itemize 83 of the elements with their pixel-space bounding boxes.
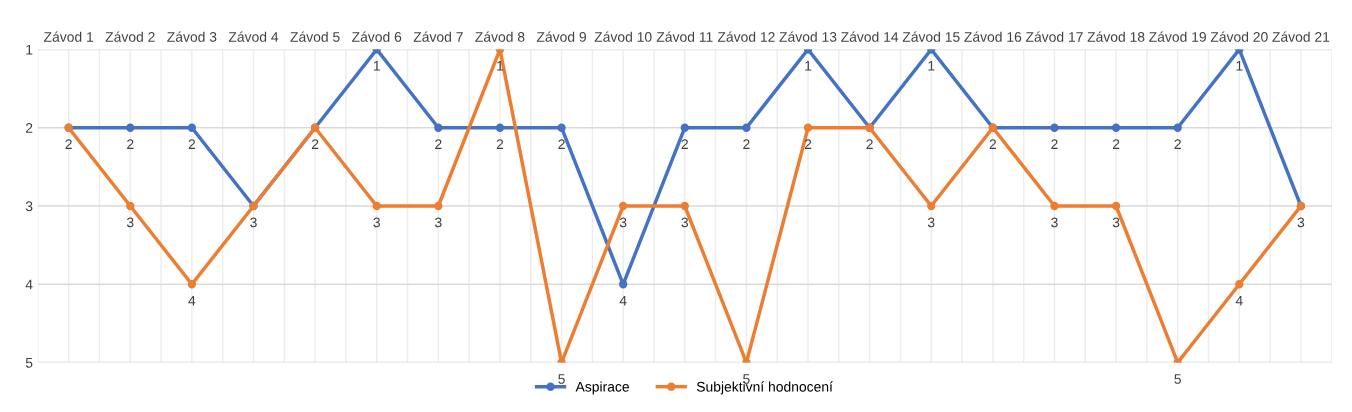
data-label: 3 <box>1051 217 1058 228</box>
x-tick-label: Závod 21 <box>1272 31 1330 42</box>
point <box>187 280 197 289</box>
data-label: 1 <box>805 61 812 71</box>
x-tick-label: Závod 10 <box>594 31 652 42</box>
x-tick-label: Závod 1 <box>44 31 94 42</box>
data-label: 3 <box>927 217 935 228</box>
point <box>1050 123 1059 132</box>
legend-label: Aspirace <box>575 381 629 395</box>
point <box>187 123 197 132</box>
x-tick-label: Závod 17 <box>1025 31 1083 42</box>
point <box>1111 123 1121 132</box>
point <box>1173 123 1182 132</box>
data-label: 2 <box>65 139 72 149</box>
point <box>1111 201 1121 211</box>
data-label: 2 <box>311 139 319 149</box>
point <box>927 201 936 211</box>
y-tick-label: 3 <box>25 201 33 212</box>
data-label: 3 <box>250 217 257 228</box>
x-tick-label: Závod 5 <box>290 31 340 42</box>
x-tick-label: Závod 13 <box>779 31 837 42</box>
data-label: 2 <box>496 139 504 149</box>
point <box>803 123 813 132</box>
y-tick-label: 4 <box>25 279 33 290</box>
data-label: 2 <box>188 139 196 149</box>
data-label: 3 <box>619 217 627 228</box>
x-tick-label: Závod 4 <box>228 31 279 42</box>
data-label: 2 <box>435 139 442 149</box>
y-tick-label: 2 <box>25 123 33 133</box>
point <box>680 201 689 211</box>
x-tick-label: Závod 7 <box>413 31 463 42</box>
data-label: 2 <box>743 139 750 149</box>
x-tick-label: Závod 12 <box>717 31 775 42</box>
data-label: 2 <box>989 139 997 149</box>
data-label: 4 <box>1235 295 1243 306</box>
point <box>619 280 628 289</box>
y-tick-label: 1 <box>26 44 33 55</box>
data-label: 4 <box>619 295 627 306</box>
data-label: 1 <box>1236 61 1243 71</box>
data-label: 1 <box>928 61 935 71</box>
x-tick-label: Závod 9 <box>536 31 586 42</box>
point <box>126 201 135 211</box>
x-tick-label: Závod 3 <box>167 31 217 42</box>
data-label: 2 <box>127 139 134 149</box>
point <box>742 123 751 132</box>
point <box>557 123 566 132</box>
data-label: 1 <box>373 61 380 71</box>
x-tick-label: Závod 8 <box>475 31 525 42</box>
data-label: 3 <box>681 217 689 228</box>
data-label: 2 <box>1174 139 1181 149</box>
x-tick-label: Závod 15 <box>902 31 960 42</box>
x-tick-label: Závod 2 <box>105 31 155 42</box>
y-tick-label: 5 <box>25 358 33 368</box>
data-label: 2 <box>866 139 873 149</box>
point <box>619 201 628 211</box>
point <box>680 123 689 132</box>
data-label: 3 <box>373 217 380 228</box>
point <box>434 123 443 132</box>
x-tick-label: Závod 20 <box>1210 31 1268 42</box>
data-label: 3 <box>1112 217 1120 228</box>
data-label: 2 <box>558 139 565 149</box>
point <box>434 201 443 211</box>
data-label: 2 <box>804 139 812 149</box>
x-tick-label: Závod 18 <box>1087 31 1145 42</box>
data-label: 3 <box>126 217 134 228</box>
data-label: 2 <box>1112 139 1120 149</box>
data-label: 3 <box>435 217 442 228</box>
data-label: 5 <box>1174 374 1181 384</box>
point <box>372 201 381 211</box>
data-label: 3 <box>1297 217 1305 228</box>
point <box>495 123 505 132</box>
x-tick-label: Závod 11 <box>656 31 713 42</box>
point <box>126 123 135 132</box>
point <box>1050 201 1059 211</box>
point <box>1235 280 1244 289</box>
data-label: 2 <box>1051 139 1058 149</box>
x-tick-label: Závod 19 <box>1149 31 1206 42</box>
x-tick-label: Závod 6 <box>352 31 402 42</box>
x-tick-label: Závod 16 <box>964 31 1022 42</box>
x-tick-label: Závod 14 <box>841 31 899 42</box>
data-label: 2 <box>681 139 688 149</box>
data-label: 5 <box>558 374 565 384</box>
data-label: 4 <box>188 295 196 306</box>
